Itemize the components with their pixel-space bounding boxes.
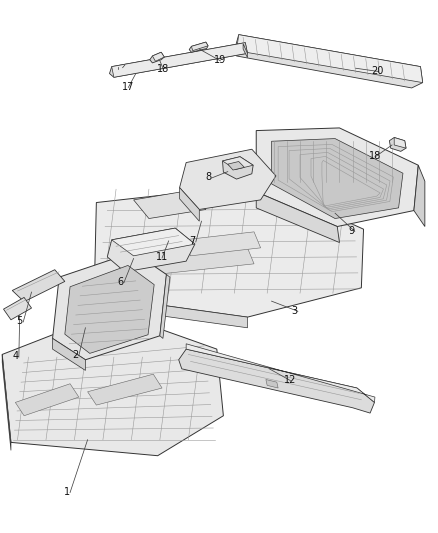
Text: 20: 20 [371,66,384,76]
Text: 18: 18 [157,63,169,74]
Polygon shape [149,243,254,274]
Polygon shape [179,349,374,413]
Polygon shape [15,384,79,416]
Text: 6: 6 [117,277,124,287]
Polygon shape [107,228,195,272]
Polygon shape [160,274,170,338]
Polygon shape [180,149,276,209]
Polygon shape [228,161,244,170]
Polygon shape [65,265,154,353]
Text: 3: 3 [291,305,297,316]
Polygon shape [94,184,364,317]
Polygon shape [394,138,406,148]
Polygon shape [256,192,339,243]
Polygon shape [191,42,208,51]
Text: 1: 1 [64,487,70,497]
Polygon shape [88,374,162,405]
Text: 7: 7 [189,236,195,246]
Polygon shape [2,312,223,456]
Text: 17: 17 [122,82,134,92]
Polygon shape [112,43,247,77]
Polygon shape [53,252,166,360]
Polygon shape [243,44,247,58]
Polygon shape [223,157,253,179]
Text: 5: 5 [17,316,23,326]
Text: 4: 4 [12,351,18,361]
Polygon shape [414,165,425,227]
Polygon shape [180,188,199,221]
Polygon shape [110,43,247,77]
Polygon shape [152,52,164,61]
Polygon shape [2,354,11,450]
Polygon shape [184,232,261,256]
Polygon shape [223,157,253,169]
Text: 2: 2 [72,350,78,360]
Polygon shape [134,190,206,219]
Text: 11: 11 [155,252,168,262]
Polygon shape [266,379,278,388]
Polygon shape [186,344,375,402]
Polygon shape [4,297,32,320]
Polygon shape [112,228,195,256]
Text: 8: 8 [205,172,211,182]
Text: 19: 19 [214,55,226,65]
Polygon shape [237,35,423,83]
Polygon shape [189,42,208,52]
Text: 9: 9 [348,225,354,236]
Polygon shape [94,296,247,328]
Text: 18: 18 [369,151,381,161]
Polygon shape [256,128,418,227]
Polygon shape [234,35,423,88]
Polygon shape [150,52,164,63]
Polygon shape [389,138,406,151]
Text: 12: 12 [284,375,296,385]
Polygon shape [53,338,85,370]
Polygon shape [12,270,65,302]
Polygon shape [272,139,403,219]
